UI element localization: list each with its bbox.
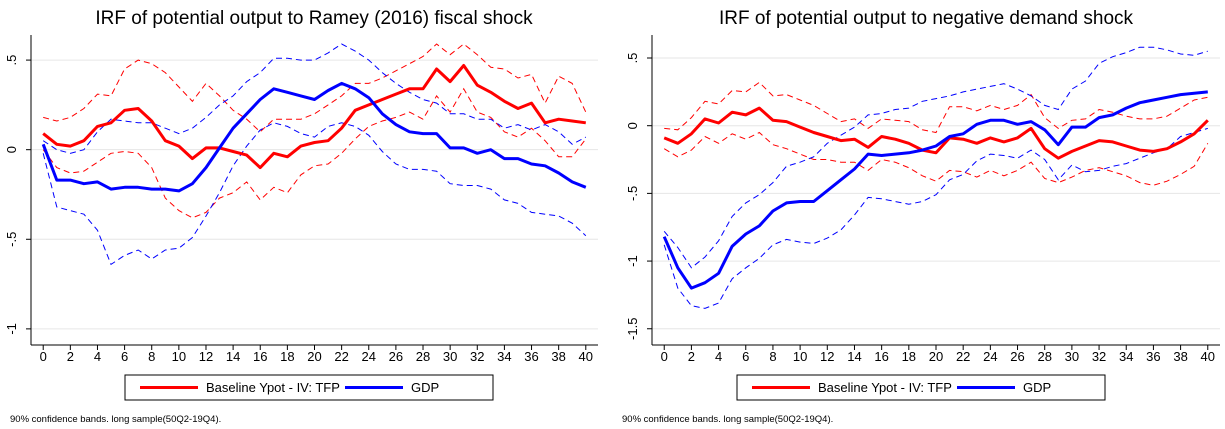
x-tick-label: 26 [1010,349,1024,364]
x-tick-label: 6 [121,349,128,364]
x-tick-label: 2 [688,349,695,364]
x-tick-label: 16 [253,349,267,364]
x-tick-label: 20 [929,349,943,364]
x-tick-label: 10 [172,349,186,364]
x-tick-label: 6 [742,349,749,364]
x-tick-label: 30 [1065,349,1079,364]
legend: Baseline Ypot - IV: TFP GDP [736,374,1106,401]
x-tick-label: 2 [67,349,74,364]
legend-label: GDP [1023,380,1051,395]
panel: IRF of potential output to Ramey (2016) … [4,8,598,425]
band-line [42,122,587,266]
x-tick-label: 30 [443,349,457,364]
band-line [663,46,1208,269]
x-tick-label: 10 [793,349,807,364]
y-tick-label: .5 [625,53,640,64]
x-tick-label: 8 [769,349,776,364]
footnote: 90% confidence bands. long sample(50Q2-1… [622,414,833,425]
x-tick-label: 12 [199,349,213,364]
x-tick-label: 12 [820,349,834,364]
x-tick-label: 36 [524,349,538,364]
x-tick-label: 40 [1201,349,1215,364]
x-tick-label: 26 [389,349,403,364]
x-tick-label: 36 [1146,349,1160,364]
x-tick-label: 22 [956,349,970,364]
x-tick-label: 0 [40,349,47,364]
band-line [43,43,587,133]
y-tick-label: -1 [4,323,19,335]
x-tick-label: 40 [579,349,593,364]
x-tick-label: 38 [1173,349,1187,364]
y-tick-label: 0 [4,146,19,153]
series-line [663,106,1209,160]
series-line [41,81,587,193]
y-tick-label: -1.5 [625,318,640,340]
footnote: 90% confidence bands. long sample(50Q2-1… [10,414,221,425]
x-tick-label: 18 [280,349,294,364]
chart-title: IRF of potential output to negative dema… [719,8,1134,29]
x-tick-label: 32 [1092,349,1106,364]
legend-label: Baseline Ypot - IV: TFP [206,380,340,395]
x-tick-label: 20 [307,349,321,364]
y-tick-label: 0 [625,122,640,129]
x-tick-label: 16 [874,349,888,364]
x-tick-label: 0 [661,349,668,364]
series-line [42,64,586,170]
series-line [662,90,1208,290]
x-tick-label: 8 [148,349,155,364]
y-tick-label: -1 [625,255,640,267]
x-tick-label: 22 [334,349,348,364]
x-tick-label: 32 [470,349,484,364]
band-line [42,87,587,219]
band-line [663,131,1209,186]
x-tick-label: 18 [902,349,916,364]
legend: Baseline Ypot - IV: TFP GDP [124,374,494,401]
y-tick-label: -.5 [4,232,19,247]
x-tick-label: 14 [226,349,240,364]
y-tick-label: -.5 [625,186,640,201]
x-tick-label: 24 [983,349,997,364]
panel: IRF of potential output to negative dema… [622,8,1220,425]
band-line [663,127,1208,309]
x-tick-label: 24 [362,349,376,364]
chart-title: IRF of potential output to Ramey (2016) … [95,8,533,29]
legend-label: GDP [411,380,439,395]
x-tick-label: 4 [94,349,101,364]
x-tick-label: 4 [715,349,722,364]
legend-label: Baseline Ypot - IV: TFP [818,380,952,395]
x-tick-label: 34 [1119,349,1133,364]
x-tick-label: 28 [1037,349,1051,364]
x-tick-label: 14 [847,349,861,364]
y-tick-label: .5 [4,55,19,66]
x-tick-label: 34 [497,349,511,364]
x-tick-label: 38 [551,349,565,364]
x-tick-label: 28 [416,349,430,364]
